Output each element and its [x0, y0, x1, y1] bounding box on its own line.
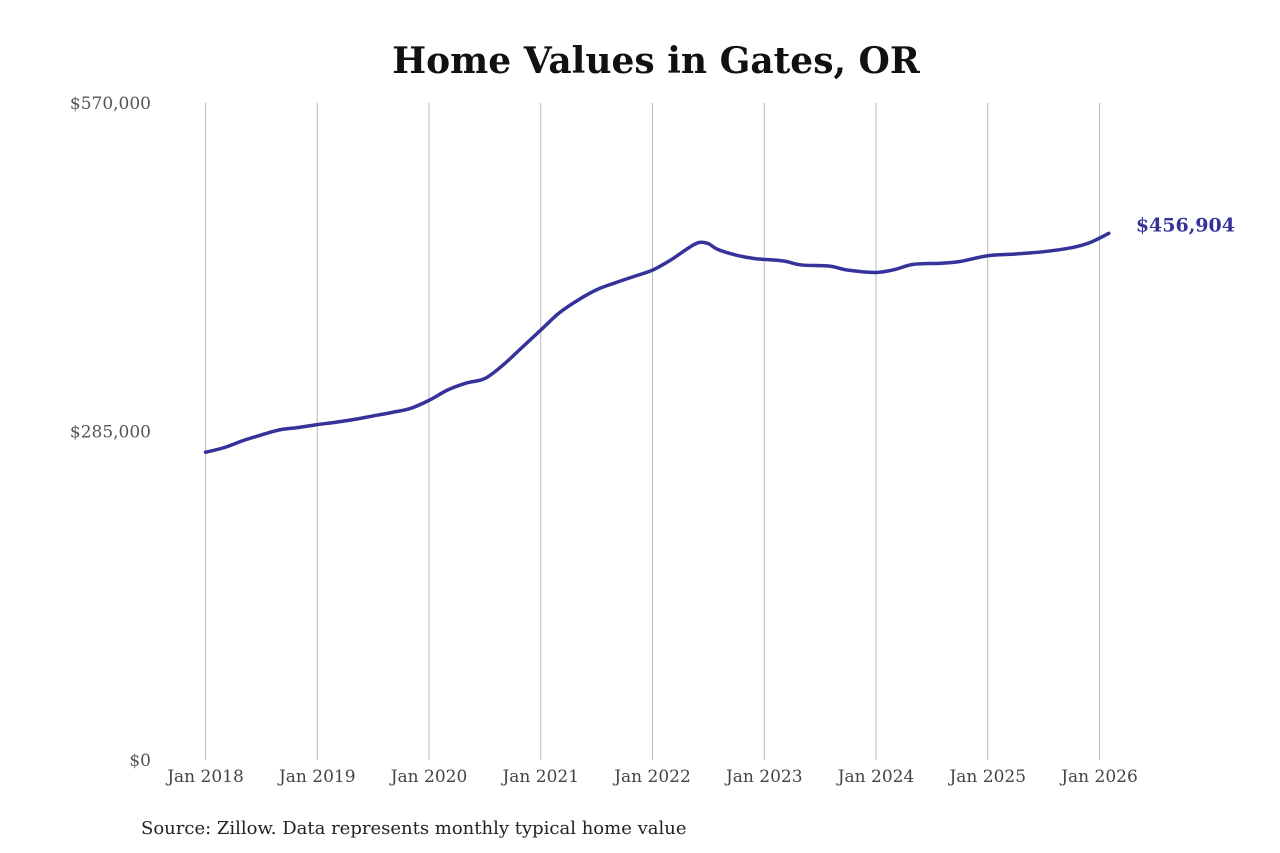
- x-tick-label: Jan 2021: [500, 767, 579, 787]
- y-tick-label: $285,000: [70, 423, 151, 443]
- series-lines: [203, 231, 1111, 454]
- x-tick-label: Jan 2022: [612, 767, 691, 787]
- y-tick-label: $570,000: [70, 94, 151, 114]
- x-tick-label: Jan 2020: [389, 767, 468, 787]
- chart-title: Home Values in Gates, OR: [392, 40, 921, 82]
- source-note: Source: Zillow. Data represents monthly …: [141, 818, 687, 839]
- y-axis-ticks: $0 $285,000 $570,000: [70, 94, 151, 771]
- y-tick-label: $0: [129, 751, 151, 771]
- x-tick-label: Jan 2023: [724, 767, 803, 787]
- x-axis-ticks: Jan 2018 Jan 2019 Jan 2020 Jan 2021 Jan 2022…: [165, 767, 1138, 787]
- gridlines: [205, 103, 1100, 760]
- x-tick-label: Jan 2019: [277, 767, 356, 787]
- x-tick-label: Jan 2026: [1059, 767, 1138, 787]
- end-value-label: $456,904: [1136, 214, 1235, 236]
- x-tick-label: Jan 2025: [947, 767, 1026, 787]
- series-line-home-value: [203, 231, 1111, 454]
- x-tick-label: Jan 2018: [165, 767, 244, 787]
- x-tick-label: Jan 2024: [836, 767, 915, 787]
